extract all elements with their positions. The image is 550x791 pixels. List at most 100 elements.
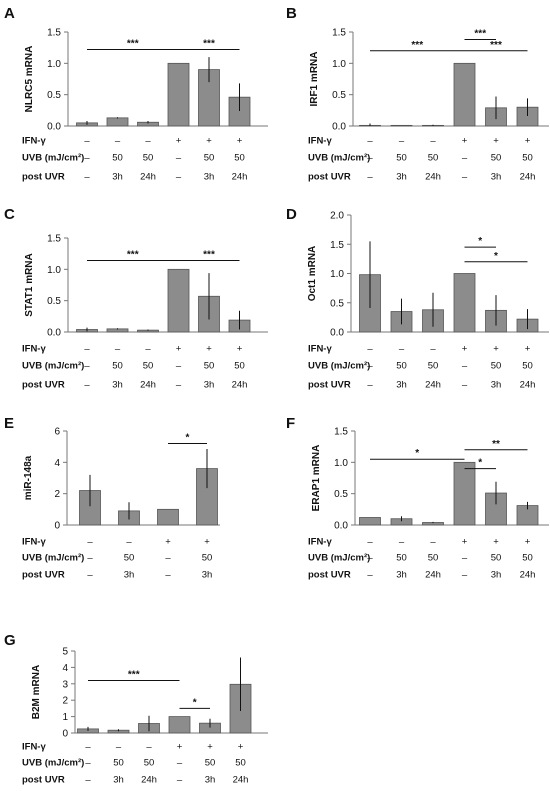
condition-row-label: UVB (mJ/cm²) bbox=[22, 361, 84, 372]
condition-cell: 50 bbox=[522, 553, 533, 564]
condition-cell: 50 bbox=[428, 553, 439, 564]
condition-cell: + bbox=[525, 537, 531, 548]
condition-cell: 50 bbox=[205, 758, 216, 769]
bar bbox=[167, 62, 190, 127]
condition-cell: 3h bbox=[113, 775, 124, 786]
condition-cell: – bbox=[165, 553, 171, 564]
condition-cell: – bbox=[116, 742, 122, 753]
condition-cell: 3h bbox=[396, 172, 407, 183]
condition-cell: – bbox=[85, 742, 91, 753]
condition-cell: – bbox=[87, 570, 93, 581]
condition-row-label: post UVR bbox=[308, 380, 351, 391]
condition-cell: – bbox=[367, 553, 373, 564]
condition-cell: + bbox=[493, 136, 499, 147]
significance-label: * bbox=[186, 433, 190, 444]
condition-cell: – bbox=[367, 136, 373, 147]
condition-cell: + bbox=[176, 344, 182, 355]
condition-row-label: UVB (mJ/cm²) bbox=[308, 553, 370, 564]
condition-cell: – bbox=[367, 380, 373, 391]
condition-cell: – bbox=[165, 570, 171, 581]
condition-cell: 24h bbox=[520, 172, 536, 183]
condition-row-label: UVB (mJ/cm²) bbox=[22, 153, 84, 164]
condition-cell: 24h bbox=[233, 775, 249, 786]
y-tick-label: 5 bbox=[62, 647, 68, 658]
condition-cell: – bbox=[462, 172, 468, 183]
y-tick-label: 0 bbox=[54, 521, 60, 532]
condition-row-label: UVB (mJ/cm²) bbox=[308, 361, 370, 372]
condition-cell: 24h bbox=[425, 380, 441, 391]
panel-letter: F bbox=[286, 415, 295, 432]
condition-cell: 50 bbox=[143, 361, 154, 372]
y-tick-label: 1.0 bbox=[330, 269, 344, 280]
condition-cell: – bbox=[145, 344, 151, 355]
significance-label: * bbox=[193, 697, 197, 708]
condition-cell: 50 bbox=[124, 553, 135, 564]
bar bbox=[106, 117, 129, 127]
condition-row-label: IFN-γ bbox=[308, 537, 332, 548]
condition-cell: – bbox=[367, 172, 373, 183]
condition-cell: – bbox=[145, 136, 151, 147]
significance-label: *** bbox=[203, 39, 215, 50]
condition-cell: 50 bbox=[204, 361, 215, 372]
significance-label: *** bbox=[127, 39, 139, 50]
condition-cell: – bbox=[115, 344, 121, 355]
significance-label: *** bbox=[127, 250, 139, 261]
condition-cell: 50 bbox=[112, 361, 123, 372]
condition-cell: + bbox=[177, 742, 183, 753]
condition-cell: 50 bbox=[204, 153, 215, 164]
condition-cell: 50 bbox=[396, 553, 407, 564]
significance-label: ** bbox=[492, 439, 500, 450]
condition-cell: 3h bbox=[204, 380, 215, 391]
panel-letter: A bbox=[4, 5, 15, 22]
panel-letter: G bbox=[4, 632, 16, 649]
condition-cell: 24h bbox=[520, 380, 536, 391]
panel-letter: C bbox=[4, 206, 15, 223]
significance-label: *** bbox=[474, 29, 486, 40]
condition-cell: – bbox=[176, 153, 182, 164]
bar bbox=[167, 268, 190, 333]
condition-row-label: IFN-γ bbox=[22, 136, 46, 147]
y-tick-label: 0.0 bbox=[334, 521, 348, 532]
y-tick-label: 0.0 bbox=[47, 122, 61, 133]
y-axis-title: miR-148a bbox=[23, 455, 34, 500]
bar bbox=[359, 517, 381, 526]
y-axis-title: Oct1 mRNA bbox=[307, 246, 318, 302]
condition-row-label: UVB (mJ/cm²) bbox=[308, 153, 370, 164]
y-tick-label: 0.0 bbox=[332, 122, 346, 133]
panel-letter: B bbox=[286, 5, 297, 22]
significance-label: * bbox=[478, 236, 482, 247]
condition-cell: + bbox=[206, 344, 212, 355]
condition-cell: 24h bbox=[425, 172, 441, 183]
condition-cell: 3h bbox=[112, 380, 123, 391]
y-tick-label: 1.0 bbox=[47, 59, 61, 70]
condition-cell: – bbox=[85, 758, 91, 769]
y-tick-label: 1.0 bbox=[334, 458, 348, 469]
condition-row-label: IFN-γ bbox=[22, 742, 46, 753]
bar bbox=[453, 62, 476, 127]
y-tick-label: 0.5 bbox=[330, 298, 344, 309]
significance-label: *** bbox=[128, 670, 140, 681]
panel-d: D 0.0 0.5 1.0 1.5 2.0 Oct1 mRNA * * IFN-γ – – – + + + UV… bbox=[286, 206, 549, 391]
y-tick-label: 0.5 bbox=[47, 90, 61, 101]
condition-cell: + bbox=[238, 742, 244, 753]
condition-row-label: post UVR bbox=[308, 172, 351, 183]
condition-cell: – bbox=[430, 344, 436, 355]
condition-cell: – bbox=[177, 775, 183, 786]
y-tick-label: 4 bbox=[62, 663, 68, 674]
condition-cell: + bbox=[493, 537, 499, 548]
condition-cell: 50 bbox=[396, 361, 407, 372]
y-tick-label: 1.5 bbox=[332, 28, 346, 39]
y-axis-title: B2M mRNA bbox=[31, 665, 42, 719]
significance-label: * bbox=[494, 251, 498, 262]
y-tick-label: 1.0 bbox=[47, 265, 61, 276]
condition-cell: – bbox=[176, 380, 182, 391]
condition-cell: 50 bbox=[202, 553, 213, 564]
condition-cell: 24h bbox=[232, 172, 248, 183]
condition-cell: – bbox=[84, 361, 90, 372]
y-tick-label: 6 bbox=[54, 427, 60, 438]
y-axis-title: NLRC5 mRNA bbox=[24, 46, 35, 113]
bar bbox=[157, 508, 179, 526]
condition-cell: 24h bbox=[425, 570, 441, 581]
